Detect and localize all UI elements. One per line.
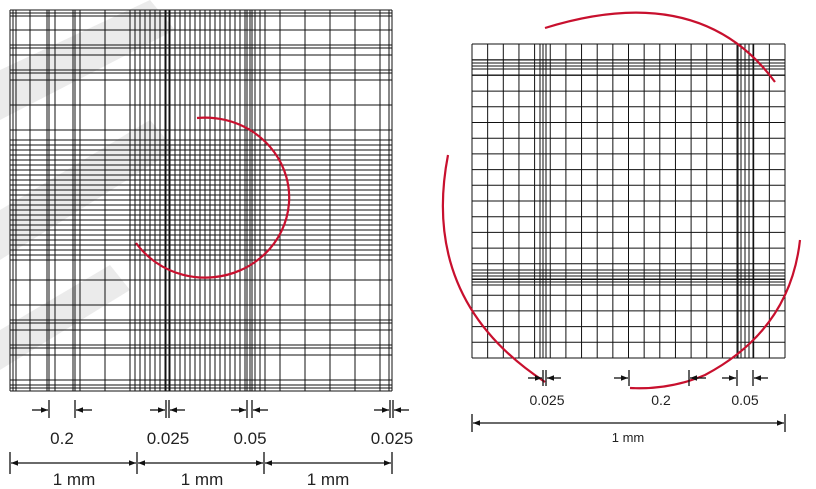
left-counting-grid (9, 9, 393, 392)
right-span-label-1: 1 mm (612, 430, 645, 445)
left-gap-label-3: 0.05 (233, 429, 266, 448)
right-gap-label-2: 0.2 (651, 392, 671, 408)
left-gap-label-4: 0.025 (371, 429, 414, 448)
left-red-arc (135, 116, 291, 279)
right-red-arc-top (544, 11, 776, 83)
right-gap-label-1: 0.025 (529, 392, 564, 408)
right-red-arc-left (441, 154, 546, 383)
left-span-label-2: 1 mm (181, 470, 224, 489)
right-dimension-markers (471, 370, 786, 432)
right-counting-grid (471, 43, 786, 359)
left-span-label-1: 1 mm (53, 470, 96, 489)
left-gap-label-2: 0.025 (147, 429, 190, 448)
left-gap-label-1: 0.2 (50, 429, 74, 448)
left-span-label-3: 1 mm (307, 470, 350, 489)
right-gap-label-3: 0.05 (731, 392, 758, 408)
right-red-arc-right (629, 239, 802, 390)
left-dimension-markers (9, 400, 409, 474)
